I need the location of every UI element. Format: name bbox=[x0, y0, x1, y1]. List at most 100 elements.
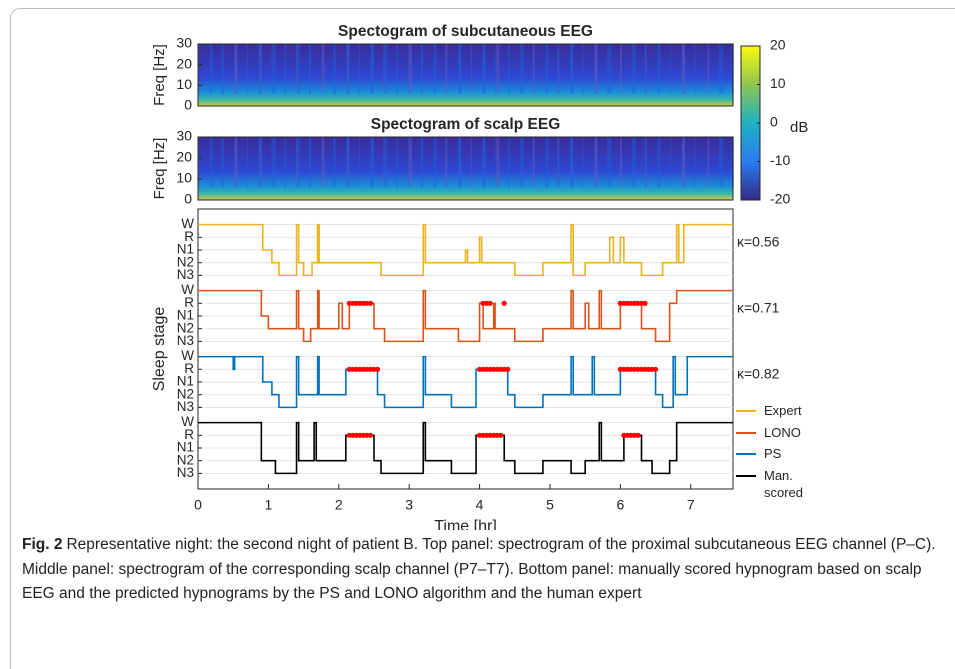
y-axis-label: Sleep stage bbox=[151, 307, 168, 392]
y-tick-label: N2 bbox=[177, 386, 194, 401]
spectrogram-stripe bbox=[247, 137, 248, 188]
y-tick-label: R bbox=[184, 295, 194, 310]
spectrogram-stripe bbox=[719, 44, 721, 94]
spectrogram-stripe bbox=[558, 137, 560, 188]
y-tick-label: N2 bbox=[177, 320, 194, 335]
y-tick-label: 0 bbox=[184, 97, 192, 113]
colorbar-label: dB bbox=[790, 119, 808, 136]
spectrogram-stripe bbox=[347, 137, 350, 188]
spectrogram-stripe bbox=[707, 137, 710, 188]
spectrogram-stripe bbox=[333, 44, 336, 94]
spectrogram-stripe bbox=[595, 137, 598, 188]
spectrogram-stripe bbox=[533, 137, 535, 188]
rem-marker bbox=[505, 366, 511, 372]
spectrogram-stripe bbox=[558, 44, 560, 94]
spectrogram-stripe bbox=[334, 44, 336, 94]
rem-marker bbox=[501, 300, 507, 306]
spectrogram-stripe bbox=[571, 137, 573, 188]
spectrogram-stripe bbox=[296, 44, 297, 94]
y-tick-label: N2 bbox=[177, 452, 194, 467]
legend-label: PS bbox=[764, 446, 782, 461]
rem-marker bbox=[635, 432, 641, 438]
spectrogram-stripe bbox=[297, 44, 301, 94]
spectrogram-stripe bbox=[644, 137, 647, 188]
panel-title: Spectogram of subcutaneous EEG bbox=[338, 23, 593, 40]
colorbar-tick-label: 20 bbox=[770, 37, 786, 53]
spectrogram-stripe bbox=[445, 44, 448, 94]
kappa-label: κ=0.71 bbox=[737, 300, 780, 316]
spectrogram-stripe bbox=[458, 44, 461, 94]
spectrogram-stripe bbox=[234, 44, 238, 94]
x-tick-label: 2 bbox=[335, 497, 343, 513]
spectrogram-stripe bbox=[520, 44, 524, 94]
spectrogram-stripe bbox=[222, 137, 224, 188]
spectrogram-stripe bbox=[459, 44, 462, 94]
y-tick-label: 20 bbox=[176, 55, 192, 71]
y-axis-label: Freq [Hz] bbox=[151, 44, 168, 106]
spectrogram-stripe bbox=[284, 44, 287, 94]
spectrogram-stripe bbox=[297, 137, 301, 188]
rem-marker bbox=[367, 300, 374, 306]
colorbar-tick-label: -20 bbox=[770, 191, 790, 207]
spectrogram-stripe bbox=[371, 137, 374, 188]
legend-swatch bbox=[736, 410, 756, 412]
x-tick-label: 0 bbox=[194, 497, 202, 513]
spectrogram-stripe bbox=[235, 137, 238, 188]
spectrogram-stripe bbox=[433, 137, 437, 188]
axes-box bbox=[197, 136, 734, 201]
rem-marker bbox=[652, 366, 659, 372]
spectrogram-stripe bbox=[496, 44, 500, 94]
y-tick-label: N3 bbox=[177, 267, 194, 282]
y-tick-label: 30 bbox=[176, 128, 192, 144]
x-tick-label: 7 bbox=[687, 497, 695, 513]
legend-swatch bbox=[736, 431, 756, 434]
spectrogram-stripe bbox=[346, 137, 350, 188]
y-tick-label: 20 bbox=[176, 149, 192, 165]
spectrogram-stripe bbox=[370, 137, 374, 188]
spectrogram-stripe bbox=[681, 137, 685, 188]
spectrogram-stripe bbox=[632, 44, 636, 94]
legend-swatch bbox=[736, 474, 756, 477]
spectrogram-stripe bbox=[670, 137, 672, 188]
legend-label: Expert bbox=[764, 403, 802, 418]
spectrogram-stripe bbox=[371, 44, 374, 94]
spectrogram-stripe bbox=[407, 137, 409, 188]
spectrogram-stripe bbox=[645, 44, 647, 94]
colorbar-tick-label: -10 bbox=[770, 152, 790, 168]
spectrogram-stripe bbox=[557, 44, 560, 94]
spectrogram-stripe bbox=[309, 44, 311, 94]
spectrogram-stripe bbox=[321, 44, 325, 94]
rem-marker bbox=[487, 300, 493, 306]
y-tick-label: 10 bbox=[176, 170, 192, 186]
spectrogram-stripe bbox=[632, 137, 636, 188]
spectrogram-stripe bbox=[519, 44, 521, 94]
y-tick-label: W bbox=[181, 282, 194, 297]
spectrogram-stripe bbox=[384, 44, 388, 94]
spectrogram-stripe bbox=[545, 44, 549, 94]
y-axis-label: Freq [Hz] bbox=[151, 138, 168, 200]
spectrogram-stripe bbox=[483, 44, 486, 94]
spectrogram-stripe bbox=[421, 44, 423, 94]
spectrogram-stripe bbox=[682, 137, 685, 188]
spectrogram-image bbox=[198, 44, 733, 106]
spectrogram-stripe bbox=[284, 137, 287, 188]
spectrogram-stripe bbox=[594, 44, 598, 94]
spectrogram-stripe bbox=[607, 137, 609, 188]
legend-label: LONO bbox=[764, 424, 801, 440]
spectrogram-stripe bbox=[682, 44, 685, 94]
y-tick-label: N1 bbox=[177, 374, 194, 389]
spectrogram-stripe bbox=[571, 44, 573, 94]
spectrogram-stripe bbox=[272, 44, 276, 94]
y-tick-label: N1 bbox=[177, 440, 194, 455]
hypnogram-line bbox=[198, 223, 733, 277]
legend-entry: Expert bbox=[736, 402, 816, 424]
axes-box bbox=[197, 43, 734, 107]
spectrogram-stripe bbox=[670, 44, 672, 94]
spectrogram-stripe bbox=[209, 137, 213, 188]
spectrogram-stripe bbox=[569, 44, 573, 94]
spectrogram-stripe bbox=[482, 44, 486, 94]
spectrogram-stripe bbox=[221, 44, 224, 94]
figure: Spectogram of subcutaneous EEG0102030Fre… bbox=[151, 23, 808, 530]
spectrogram-stripe bbox=[657, 44, 661, 94]
